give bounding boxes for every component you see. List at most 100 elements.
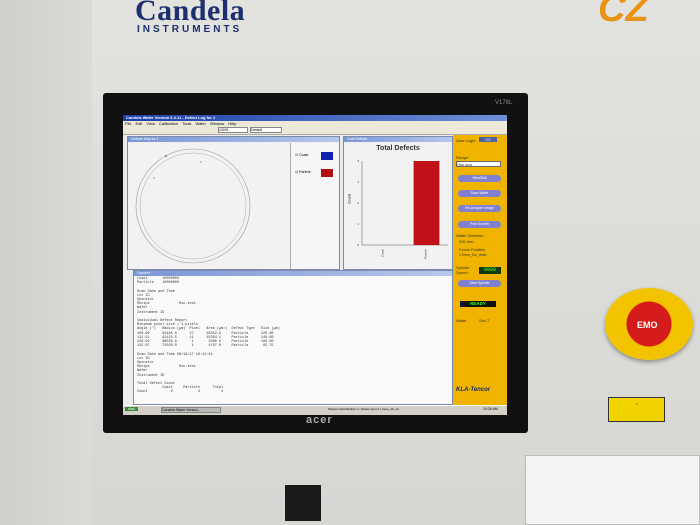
log-line: Coast 10000000 xyxy=(137,277,180,281)
log-window-title: Candela xyxy=(134,271,452,276)
log-text[interactable]: Coast 10000000 Particle 10000000 Scan Dat… xyxy=(134,276,452,396)
menu-help[interactable]: Help xyxy=(228,121,237,126)
warning-label: ⚠ xyxy=(608,397,665,422)
log-line: Recipe Hsu-test xyxy=(137,365,196,370)
status-bar: Session Identification 1 | Status (per) … xyxy=(328,407,399,411)
log-line: Count 0 4 4 xyxy=(137,390,224,395)
taskbar: start Candela Wafer Version... Session I… xyxy=(123,405,507,415)
defect-map-window: Defects Map for 1 ☑ Coast ☑ Particle xyxy=(127,136,340,270)
connector-port xyxy=(285,485,321,521)
log-line: Minimum pixel size = 3 pixels xyxy=(137,323,198,328)
log-line: 131.51 91115.5 11 15584.1 Particle 140.6… xyxy=(137,335,274,340)
wafer-diameter-label: Wafer Diameter xyxy=(456,233,484,238)
log-line: Individual Defect Report xyxy=(137,319,188,324)
log-line: Lot ID xyxy=(137,293,150,298)
combo-profile[interactable]: Default xyxy=(250,127,282,133)
corner-logo: CZ xyxy=(598,0,649,30)
legend-coast[interactable]: ☑ Coast xyxy=(295,153,309,157)
taskbar-app-button[interactable]: Candela Wafer Version... xyxy=(161,407,221,413)
log-line: Operator xyxy=(137,298,154,303)
log-line: Coast Particle Total xyxy=(137,386,224,391)
menu-tools[interactable]: Tools xyxy=(182,121,192,126)
user-login-label: User Login xyxy=(456,138,476,143)
menu-view[interactable]: View xyxy=(146,121,155,126)
brand-logo: Candela xyxy=(135,0,246,27)
focus-value: 1.0mm_Sio_drain xyxy=(459,253,487,257)
control-panel: User Login CZ Recipe Hsu-test View/Edit … xyxy=(453,135,507,405)
kla-tencor-logo: KLA-Tencor xyxy=(456,387,491,393)
user-value: CZ xyxy=(479,137,497,142)
wafer-map xyxy=(135,148,251,264)
x-tick-label: Particle xyxy=(424,249,428,259)
y-tick-label: 1 xyxy=(357,222,359,226)
y-tick-label: 0 xyxy=(357,243,359,247)
start-button[interactable]: start xyxy=(125,407,138,411)
log-line: Instrument ID xyxy=(137,373,165,378)
spindle-label: Spindle Speed xyxy=(456,265,470,275)
reanalyze-image-button[interactable]: Re-Analyze Image xyxy=(458,205,501,212)
view-edit-button[interactable]: View/Edit xyxy=(458,175,501,182)
log-line: Wafer xyxy=(137,306,148,311)
combo-wafer[interactable]: 10001 xyxy=(218,127,248,133)
y-tick-label: 3 xyxy=(357,180,359,184)
log-line: 120.91 80035.0 1 2060.0 Particle 100.00 xyxy=(137,340,274,345)
wafer-outer-edge xyxy=(135,148,251,264)
slot-label: Slot 7 xyxy=(479,318,490,323)
defect-map-title: Defects Map for 1 xyxy=(128,137,339,142)
focus-label: Focus Position xyxy=(459,247,486,252)
menu-window[interactable]: Window xyxy=(209,121,225,126)
legend-coast-swatch xyxy=(321,152,333,160)
wall xyxy=(0,0,92,525)
machine-cover xyxy=(525,455,700,525)
emo-button[interactable] xyxy=(605,288,693,360)
spindle-speed-display: 0000 xyxy=(479,267,501,274)
wafer-label: Wafer xyxy=(456,318,467,323)
legend-panel: ☑ Coast ☑ Particle xyxy=(290,143,338,269)
bar-particle[interactable] xyxy=(413,161,440,245)
menu-wafer[interactable]: Wafer xyxy=(195,121,206,126)
log-line: Particle 10000000 xyxy=(137,281,180,286)
log-line: Recipe Hsu-test xyxy=(137,302,196,307)
menu-edit[interactable]: Edit xyxy=(135,121,143,126)
defect-point[interactable] xyxy=(200,161,202,163)
emo-label: EMO xyxy=(637,320,658,330)
total-defects-window-title: Total Defects xyxy=(344,137,452,142)
log-line: Instrument ID xyxy=(137,310,165,315)
screen: Candela Wafer Version 6.4.11 - Defect Lo… xyxy=(123,115,507,415)
y-tick-label: 4 xyxy=(357,159,359,163)
log-window: Candela Coast 10000000 Particle 10000000 … xyxy=(133,270,453,405)
legend-coast-label: Coast xyxy=(299,153,309,157)
app-title-bar: Candela Wafer Version 6.4.11 - Defect Lo… xyxy=(123,115,507,121)
recipe-select[interactable]: Hsu-test xyxy=(456,161,501,167)
y-tick-label: 2 xyxy=(357,201,359,205)
scan-wafer-button[interactable]: Scan Wafer xyxy=(458,190,501,197)
start-spindle-button[interactable]: Start Spindle xyxy=(458,280,501,287)
log-line: Total Defect Count xyxy=(137,382,175,387)
menu-file[interactable]: File xyxy=(125,121,132,126)
defect-point[interactable] xyxy=(165,155,167,157)
log-line: Operator xyxy=(137,361,154,366)
monitor-model: V176L xyxy=(495,100,513,106)
bar-chart: 0 1 2 3 4 Coast Particle xyxy=(357,159,448,259)
log-line: Angle (°) Radius (µm) Pixel Area (µm²) D… xyxy=(137,327,280,332)
defect-point[interactable] xyxy=(153,177,155,179)
menu-bar: File Edit View Calibration Tools Wafer Window H… xyxy=(123,121,507,126)
menu-calibration[interactable]: Calibration xyxy=(158,121,179,126)
legend-particle[interactable]: ☑ Particle xyxy=(295,170,311,174)
log-line: Wafer xyxy=(137,369,148,374)
brand-sub: INSTRUMENTS xyxy=(137,24,243,35)
wafer-inner-edge xyxy=(139,152,247,260)
log-line: 125.07 72030.0 1 4707.0 Particle 95.75 xyxy=(137,344,274,349)
status-ready: READY xyxy=(460,301,496,307)
log-line: Lot ID xyxy=(137,356,150,361)
print-screen-button[interactable]: Print Screen xyxy=(458,221,501,228)
wafer-diameter-value: 200 mm xyxy=(459,239,474,244)
monitor-brand: acer xyxy=(306,414,333,426)
legend-particle-label: Particle xyxy=(299,170,311,174)
log-line: 100.96 92485.0 27 26352.6 Particle 220.6… xyxy=(137,331,274,336)
x-tick-label: Coast xyxy=(381,249,385,257)
clock: 10:26 AM xyxy=(483,407,498,411)
chart-title: Total Defects xyxy=(376,145,420,152)
toolbar: 10001 Default xyxy=(123,126,507,135)
log-line: Scan Date and Time 08/18/17 16:12:44 xyxy=(137,352,213,357)
